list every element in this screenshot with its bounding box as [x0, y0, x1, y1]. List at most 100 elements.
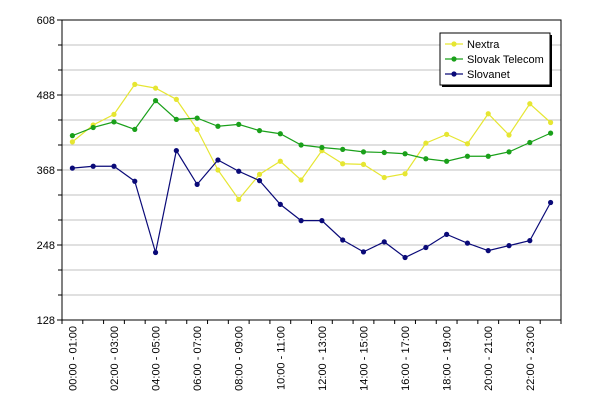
legend-marker-slovak-telecom	[451, 56, 457, 62]
y-tick-label: 368	[37, 165, 55, 177]
data-point	[173, 148, 179, 154]
x-tick-label: 14:00 - 15:00	[358, 326, 370, 391]
series-group	[69, 81, 554, 261]
data-point	[464, 240, 471, 246]
data-point	[381, 174, 387, 181]
x-tick-label: 08:00 - 09:00	[234, 326, 246, 391]
data-point	[402, 151, 408, 157]
data-point	[340, 237, 346, 243]
series-slovak-telecom	[69, 98, 554, 164]
data-point	[548, 119, 554, 126]
data-point	[111, 111, 117, 117]
data-point	[152, 85, 159, 91]
data-point	[298, 142, 304, 148]
data-point	[236, 196, 242, 202]
data-point	[90, 124, 96, 131]
data-point	[194, 181, 200, 187]
data-point	[485, 111, 491, 117]
data-point	[527, 101, 533, 107]
legend-marker-nextra	[451, 41, 457, 47]
x-tick-label: 06:00 - 07:00	[192, 326, 204, 391]
data-point	[527, 238, 533, 244]
axes: 128 248 368 488 608 00:00 - 01:00 02:00 - 03:0…	[37, 15, 562, 391]
data-point	[111, 119, 117, 125]
data-point	[236, 168, 242, 174]
data-point	[194, 115, 200, 121]
x-tick-label: 00:00 - 01:00	[67, 326, 79, 391]
data-point	[548, 199, 554, 206]
data-point	[423, 140, 429, 146]
data-point	[464, 153, 471, 159]
data-point	[194, 126, 200, 132]
x-tick-label: 22:00 - 23:00	[525, 326, 537, 391]
data-point	[69, 139, 75, 145]
data-point	[215, 167, 221, 173]
data-point	[506, 149, 512, 155]
data-point	[173, 116, 179, 122]
y-tick-label: 488	[37, 90, 55, 102]
data-point	[360, 149, 367, 155]
data-point	[215, 123, 221, 129]
data-point	[277, 201, 283, 207]
data-point	[236, 121, 242, 127]
y-tick-label: 248	[37, 240, 55, 252]
x-tick-label: 02:00 - 03:00	[109, 326, 121, 391]
data-point	[444, 131, 450, 137]
legend: Nextra Slovak Telecom Slovanet	[439, 32, 552, 87]
data-point	[319, 218, 325, 224]
data-point	[402, 171, 408, 177]
data-point	[132, 178, 138, 184]
data-point	[423, 156, 429, 162]
series-nextra	[69, 81, 554, 202]
data-point	[506, 243, 512, 249]
data-point	[340, 161, 346, 167]
data-point	[111, 163, 117, 169]
data-point	[381, 149, 387, 156]
data-point	[402, 254, 408, 261]
data-point	[340, 146, 346, 152]
legend-marker-slovanet	[451, 71, 457, 77]
data-point	[527, 139, 533, 146]
data-point	[215, 157, 221, 163]
data-point	[152, 98, 159, 104]
data-point	[90, 163, 96, 169]
data-point	[360, 249, 367, 255]
data-point	[152, 249, 159, 256]
data-point	[485, 248, 491, 254]
data-point	[548, 130, 554, 136]
y-tick-label: 608	[37, 15, 55, 27]
x-tick-label: 16:00 - 17:00	[400, 326, 412, 391]
data-point	[423, 244, 429, 251]
data-point	[444, 158, 450, 164]
series-line-nextra	[72, 83, 552, 201]
data-point	[132, 81, 138, 87]
data-point	[298, 177, 304, 183]
x-tick-label: 20:00 - 21:00	[483, 326, 495, 391]
data-point	[444, 231, 450, 237]
data-point	[256, 178, 263, 184]
x-tick-label: 18:00 - 19:00	[442, 326, 454, 391]
data-point	[381, 239, 387, 245]
data-point	[69, 133, 75, 139]
x-tick-label: 12:00 - 13:00	[317, 326, 329, 391]
data-point	[298, 218, 304, 224]
data-point	[485, 153, 491, 159]
data-point	[464, 141, 471, 147]
data-point	[277, 131, 283, 137]
data-point	[256, 128, 263, 134]
data-point	[69, 165, 75, 171]
data-point	[277, 158, 283, 164]
series-line-slovak-telecom	[72, 99, 551, 162]
legend-label-slovanet: Slovanet	[467, 69, 510, 81]
y-tick-label: 128	[37, 315, 55, 327]
data-point	[506, 132, 512, 138]
x-tick-label: 04:00 - 05:00	[151, 326, 163, 391]
data-point	[360, 161, 367, 167]
x-tick-label: 10:00 - 11:00	[275, 326, 287, 390]
data-point	[256, 171, 263, 177]
series-line-slovanet	[72, 149, 552, 259]
data-point	[173, 96, 179, 102]
series-slovanet	[69, 148, 554, 261]
data-point	[132, 126, 138, 132]
